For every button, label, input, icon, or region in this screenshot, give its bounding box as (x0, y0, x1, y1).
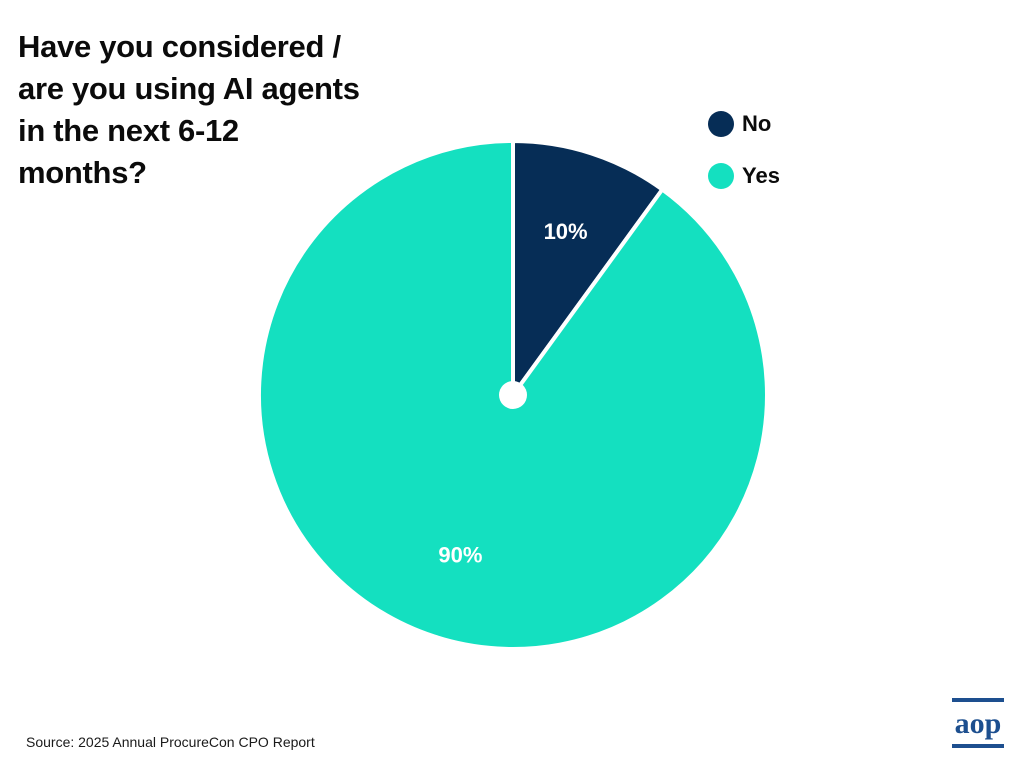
pie-slice-no (511, 139, 665, 397)
logo-top-bar (952, 698, 1004, 702)
slice-label-no: 10% (544, 219, 588, 244)
slice-label-yes: 90% (438, 543, 482, 568)
legend-label-yes: Yes (742, 163, 780, 188)
pie-center-hole (499, 381, 527, 409)
logo-text: aop (955, 707, 1002, 740)
chart-title: Have you considered / are you using AI a… (18, 29, 360, 190)
pie-slice-yes (257, 139, 769, 651)
legend: No Yes (708, 98, 780, 202)
pie-slices (257, 139, 769, 651)
legend-item-yes: Yes (708, 150, 780, 202)
legend-label-no: No (742, 111, 772, 136)
legend-item-no: No (708, 98, 780, 150)
source-note: Source: 2025 Annual ProcureCon CPO Repor… (26, 734, 315, 750)
legend-swatch-yes (708, 163, 734, 189)
aop-logo: aop (948, 697, 1006, 749)
logo-bottom-bar (952, 744, 1004, 748)
legend-swatch-no (708, 111, 734, 137)
pie-labels: 10% 90% (438, 219, 587, 568)
